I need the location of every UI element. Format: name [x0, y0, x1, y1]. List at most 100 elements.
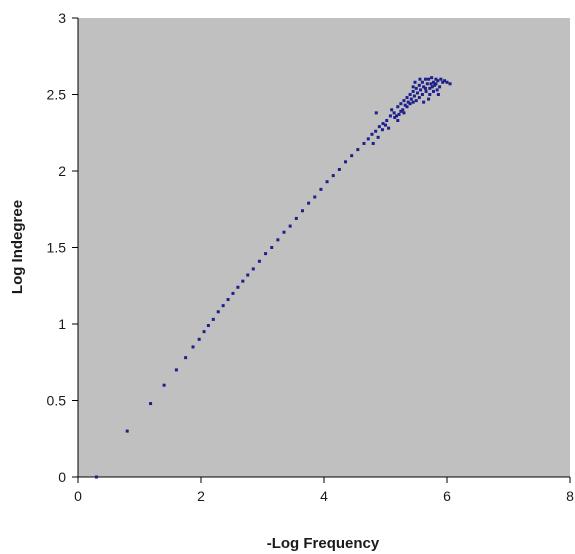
data-point	[362, 141, 366, 145]
data-point	[409, 97, 413, 101]
data-point	[427, 97, 431, 101]
data-point	[216, 310, 220, 314]
data-point	[399, 109, 403, 113]
data-point	[434, 77, 438, 81]
y-ticks: 0 0.5 1 1.5 2 2.5 3	[47, 10, 78, 485]
data-point	[350, 154, 354, 158]
x-tick-label: 6	[443, 488, 451, 504]
data-point	[411, 100, 415, 104]
data-point	[376, 135, 380, 139]
data-point	[438, 85, 442, 89]
data-point	[417, 96, 421, 100]
data-point	[149, 402, 153, 406]
data-point	[396, 119, 400, 123]
data-point	[388, 114, 392, 118]
data-point	[356, 148, 360, 152]
data-point	[448, 82, 452, 86]
data-point	[385, 119, 389, 123]
data-point	[422, 85, 426, 89]
data-point	[251, 267, 255, 271]
data-point	[428, 93, 432, 96]
y-tick-label: 1	[58, 316, 66, 332]
data-point	[270, 246, 274, 249]
data-point	[319, 187, 323, 191]
x-tick-label: 4	[320, 488, 328, 504]
data-point	[418, 77, 422, 81]
data-point	[337, 167, 341, 171]
data-point	[325, 180, 329, 184]
data-point	[331, 174, 335, 178]
data-point	[162, 383, 166, 387]
data-point	[392, 111, 396, 115]
data-point	[417, 83, 421, 87]
data-point	[246, 273, 250, 277]
data-point	[436, 79, 440, 83]
data-point	[406, 100, 410, 104]
x-tick-label: 8	[566, 488, 574, 504]
x-axis-title: -Log Frequency	[267, 535, 380, 552]
data-point	[374, 111, 378, 115]
data-point	[415, 91, 419, 95]
data-point	[397, 112, 401, 116]
data-point	[405, 105, 409, 109]
data-point	[307, 201, 311, 205]
x-ticks: 0 2 4 6 8	[74, 477, 574, 504]
data-point	[401, 108, 405, 112]
data-point	[206, 324, 210, 328]
y-tick-label: 2	[58, 163, 66, 179]
data-point	[94, 475, 98, 479]
data-point	[276, 238, 280, 242]
data-point	[414, 99, 418, 103]
data-point	[428, 86, 432, 90]
data-point	[436, 93, 440, 96]
data-point	[412, 94, 416, 98]
data-point	[411, 89, 415, 93]
data-point	[231, 291, 235, 295]
data-point	[380, 128, 384, 132]
data-point	[211, 317, 215, 321]
data-point	[294, 216, 298, 220]
data-point	[434, 82, 438, 86]
data-point	[429, 82, 433, 86]
data-point	[300, 209, 304, 213]
data-point	[425, 82, 429, 86]
data-point	[423, 77, 427, 81]
data-point	[430, 85, 434, 89]
data-point	[387, 126, 391, 130]
data-point	[408, 102, 412, 106]
data-point	[422, 100, 426, 104]
data-point	[197, 337, 201, 341]
data-point	[431, 89, 435, 93]
data-point	[313, 195, 317, 199]
data-point	[125, 429, 129, 433]
data-point	[445, 80, 449, 84]
data-point	[423, 86, 427, 90]
data-point	[430, 76, 434, 80]
data-point	[384, 123, 387, 127]
data-point	[420, 80, 424, 84]
y-axis-title: Log Indegree	[9, 200, 26, 294]
data-point	[370, 132, 374, 136]
data-point	[408, 93, 412, 96]
data-point	[241, 279, 245, 283]
x-tick-label: 0	[74, 488, 82, 504]
data-point	[443, 79, 447, 83]
data-point	[396, 105, 400, 109]
y-tick-label: 0.5	[47, 393, 67, 409]
data-point	[381, 122, 385, 126]
y-tick-label: 3	[58, 10, 66, 26]
data-point	[431, 80, 435, 84]
data-point	[288, 224, 292, 228]
data-point	[427, 77, 431, 81]
data-point	[403, 103, 407, 107]
data-point	[441, 80, 445, 84]
y-tick-label: 1.5	[47, 240, 67, 256]
y-tick-label: 0	[58, 469, 66, 485]
data-point	[264, 252, 268, 256]
data-point	[424, 89, 428, 93]
data-point	[399, 102, 403, 106]
data-point	[435, 88, 439, 92]
data-point	[414, 86, 418, 90]
data-point	[439, 77, 443, 81]
